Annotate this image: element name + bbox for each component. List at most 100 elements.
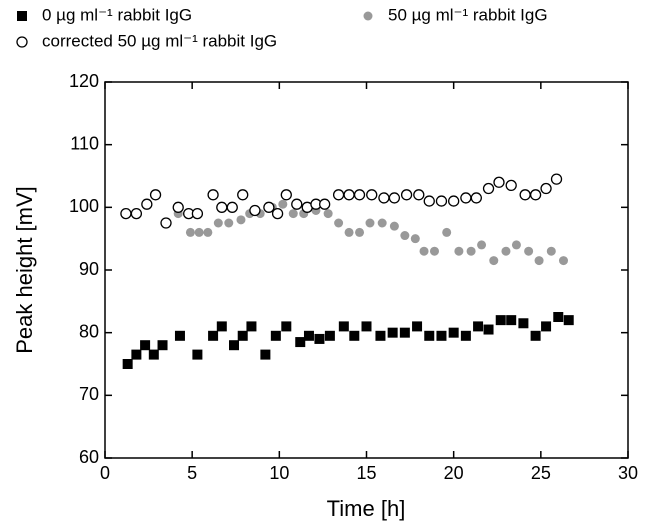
marker-open-circle (237, 189, 249, 201)
x-tick-label: 30 (618, 463, 638, 483)
marker-open-circle (130, 207, 143, 220)
marker-circle (185, 227, 195, 237)
marker-circle (400, 231, 410, 241)
marker-square (541, 321, 552, 332)
marker-circle (377, 218, 387, 228)
marker-square (387, 327, 398, 338)
marker-open-circle (343, 189, 355, 201)
marker-open-circle (388, 192, 401, 204)
legend-label: corrected 50 µg ml⁻¹ rabbit IgG (42, 31, 277, 50)
y-tick-label: 110 (70, 133, 99, 153)
marker-square (192, 349, 203, 360)
marker-square (412, 321, 423, 332)
marker-square (246, 321, 257, 332)
marker-open-circle (249, 204, 261, 217)
marker-circle (288, 209, 298, 219)
marker-open-circle (16, 36, 28, 48)
marker-open-circle (141, 198, 153, 210)
marker-open-circle (263, 201, 275, 213)
marker-circle (323, 209, 333, 219)
marker-open-circle (550, 173, 563, 185)
marker-square (295, 337, 306, 348)
marker-circle (524, 246, 534, 256)
marker-open-circle (353, 189, 366, 201)
marker-circle (454, 246, 464, 256)
marker-open-circle (460, 192, 472, 204)
marker-square (314, 333, 325, 344)
marker-open-circle (149, 189, 162, 201)
marker-circle (194, 227, 204, 237)
marker-square (338, 321, 349, 332)
marker-square (448, 327, 459, 338)
marker-circle (365, 218, 375, 228)
marker-open-circle (216, 201, 228, 213)
marker-circle (203, 227, 213, 237)
marker-square (563, 315, 574, 326)
marker-square (473, 321, 484, 332)
marker-square (349, 330, 360, 341)
marker-open-circle (271, 207, 284, 220)
marker-square (140, 340, 151, 351)
y-tick-label: 60 (79, 447, 99, 467)
plot-frame (104, 81, 629, 459)
marker-circle (410, 234, 420, 244)
marker-circle (355, 227, 365, 237)
marker-square (270, 330, 281, 341)
marker-circle (501, 246, 511, 256)
marker-open-circle (400, 189, 413, 201)
marker-open-circle (482, 182, 495, 195)
marker-open-circle (319, 198, 331, 210)
marker-circle (546, 246, 556, 256)
marker-open-circle (191, 207, 204, 220)
marker-square (174, 330, 185, 341)
marker-circle (419, 246, 429, 256)
marker-open-circle (172, 201, 184, 213)
marker-square (530, 330, 541, 341)
marker-open-circle (160, 217, 172, 229)
marker-circle (489, 256, 499, 266)
marker-circle (466, 246, 476, 256)
y-tick-label: 80 (79, 321, 99, 341)
marker-open-circle (226, 201, 238, 213)
marker-square (495, 315, 506, 326)
marker-square (229, 340, 240, 351)
marker-circle (213, 218, 223, 228)
marker-circle (363, 11, 373, 21)
marker-circle (477, 240, 487, 250)
marker-circle (224, 218, 234, 228)
y-axis-title: Peak height [mV] (12, 186, 37, 354)
marker-square (260, 349, 271, 360)
marker-square (157, 340, 168, 351)
y-tick-label: 100 (69, 196, 99, 216)
marker-square (216, 321, 227, 332)
marker-circle (389, 221, 399, 231)
marker-open-circle (448, 195, 460, 207)
y-tick-label: 70 (79, 384, 99, 404)
marker-square (148, 349, 159, 360)
marker-square (324, 330, 335, 341)
x-tick-label: 25 (531, 463, 551, 483)
marker-circle (511, 240, 521, 250)
legend-label: 50 µg ml⁻¹ rabbit IgG (388, 5, 548, 24)
marker-square (424, 330, 435, 341)
marker-circle (236, 215, 246, 225)
marker-square (361, 321, 372, 332)
marker-circle (429, 246, 439, 256)
marker-open-circle (207, 189, 219, 201)
legend-label: 0 µg ml⁻¹ rabbit IgG (42, 5, 192, 24)
marker-square (281, 321, 292, 332)
y-tick-label: 120 (69, 71, 99, 91)
marker-open-circle (505, 179, 517, 192)
marker-square (553, 312, 564, 322)
marker-open-circle (378, 192, 390, 204)
marker-square (237, 330, 248, 341)
marker-square (506, 315, 517, 326)
marker-open-circle (470, 192, 482, 204)
marker-square (399, 327, 410, 338)
marker-circle (334, 218, 344, 228)
marker-square (518, 318, 529, 329)
marker-square (122, 359, 133, 369)
marker-square (460, 330, 471, 341)
marker-open-circle (366, 189, 378, 201)
